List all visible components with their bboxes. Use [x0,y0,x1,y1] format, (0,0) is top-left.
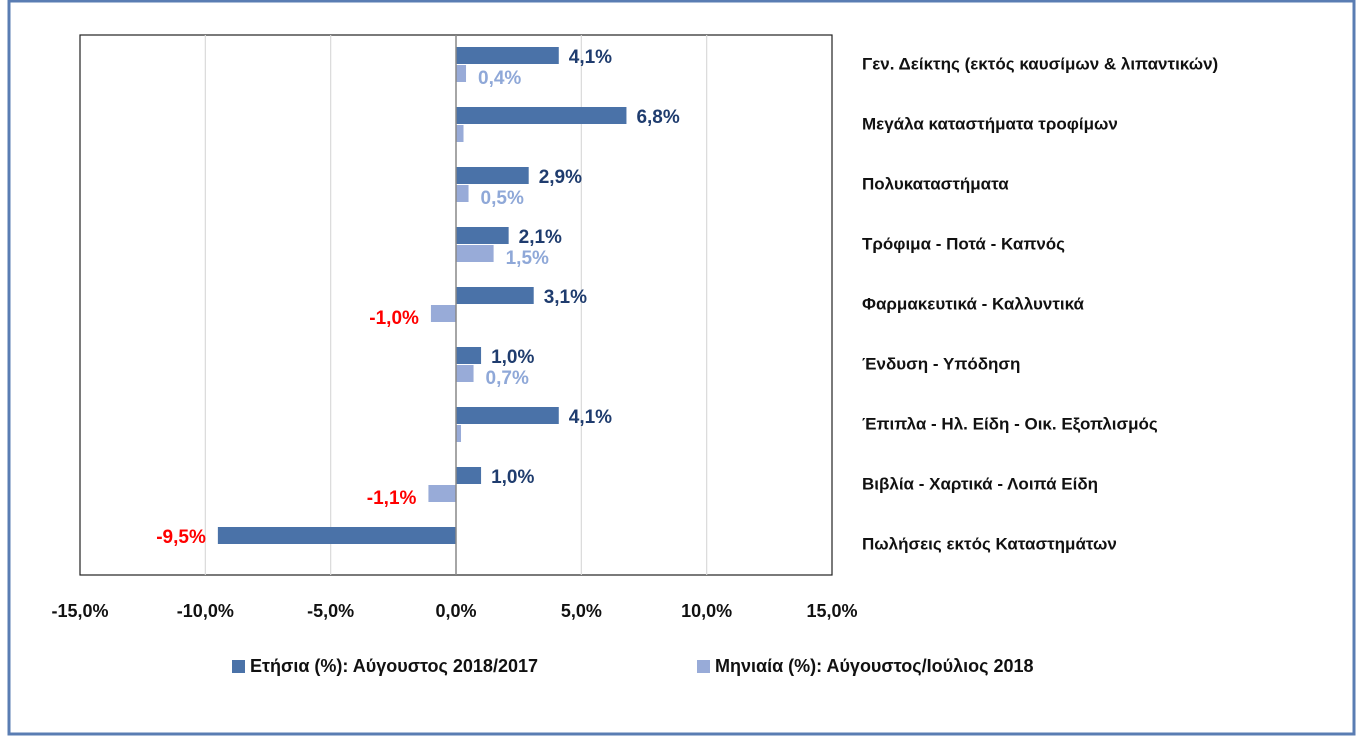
category-label: Μεγάλα καταστήματα τροφίμων [862,114,1118,133]
category-label: Τρόφιμα - Ποτά - Καπνός [862,234,1065,253]
bar [430,305,456,322]
data-label: 1,0% [491,347,534,368]
x-tick-label: -10,0% [177,601,234,621]
legend-label: Μηνιαία (%): Αύγουστος/Ιούλιος 2018 [715,656,1034,676]
x-tick-label: 15,0% [806,601,857,621]
data-label: -1,0% [369,308,419,329]
category-label: Έπιπλα - Ηλ. Είδη - Οικ. Εξοπλισμός [862,414,1158,433]
category-label: Γεν. Δείκτης (εκτός καυσίμων & λιπαντικώ… [862,54,1218,73]
data-label: 2,1% [519,227,562,248]
category-label: Πωλήσεις εκτός Καταστημάτων [862,534,1117,553]
x-tick-label: 0,0% [435,601,476,621]
data-label: 4,1% [569,47,612,68]
data-label: 3,1% [544,287,587,308]
bar [456,407,559,424]
bar [456,467,482,484]
bar [456,185,469,202]
bar [456,65,467,82]
data-label: -9,5% [156,527,206,548]
data-label: 1,5% [506,248,549,269]
category-label: Ένδυση - Υπόδηση [862,354,1020,373]
x-tick-label: 5,0% [561,601,602,621]
category-label: Φαρμακευτικά - Καλλυντικά [862,294,1085,313]
data-label: 0,7% [486,368,529,389]
bar [456,47,559,64]
bar [456,365,474,382]
bar [428,485,456,502]
x-tick-label: 10,0% [681,601,732,621]
bar [456,287,534,304]
data-label: 2,9% [539,167,582,188]
data-label: -1,1% [367,488,417,509]
bar [456,245,494,262]
legend-swatch [232,660,245,673]
bar [456,107,627,124]
bar [456,167,529,184]
data-label: 1,0% [491,467,534,488]
data-label: 0,4% [478,68,521,89]
bar [456,347,482,364]
legend-swatch [697,660,710,673]
x-tick-label: -5,0% [307,601,354,621]
bar [456,227,509,244]
bar [456,425,462,442]
bar [456,125,464,142]
category-label: Πολυκαταστήματα [862,174,1009,193]
data-label: 6,8% [636,107,679,128]
x-tick-label: -15,0% [51,601,108,621]
data-label: 0,5% [481,188,524,209]
legend-label: Ετήσια (%): Αύγουστος 2018/2017 [250,656,538,676]
frame [7,0,1356,736]
data-label: 4,1% [569,407,612,428]
bar [217,527,456,544]
category-label: Βιβλία - Χαρτικά - Λοιπά Είδη [862,474,1098,493]
